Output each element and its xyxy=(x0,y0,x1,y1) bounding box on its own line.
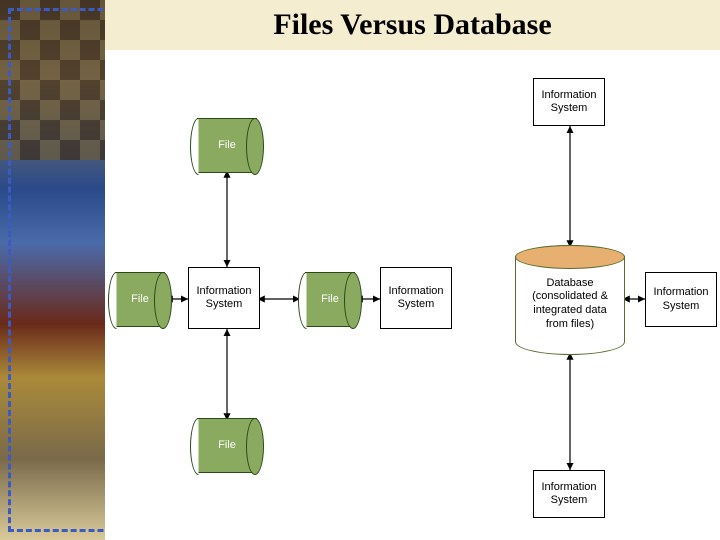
file-label: File xyxy=(321,293,339,306)
file-node: File xyxy=(305,272,355,327)
info-system-node: Information System xyxy=(380,267,452,329)
decorative-sidebar xyxy=(0,0,105,540)
title-bar: Files Versus Database xyxy=(105,0,720,50)
database-node: Database (consolidated & integrated data… xyxy=(515,245,625,355)
file-node: File xyxy=(197,118,257,173)
info-system-node: Information System xyxy=(188,267,260,329)
info-system-node: Information System xyxy=(533,470,605,518)
info-system-node: Information System xyxy=(645,272,717,327)
file-label: File xyxy=(131,293,149,306)
file-label: File xyxy=(218,139,236,152)
diagram-canvas: File File File File Information System Inform… xyxy=(105,50,720,540)
info-system-node: Information System xyxy=(533,78,605,126)
file-node: File xyxy=(197,418,257,473)
file-label: File xyxy=(218,439,236,452)
database-label: Database (consolidated & integrated data… xyxy=(522,277,618,332)
page-title: Files Versus Database xyxy=(273,8,551,42)
file-node: File xyxy=(115,272,165,327)
